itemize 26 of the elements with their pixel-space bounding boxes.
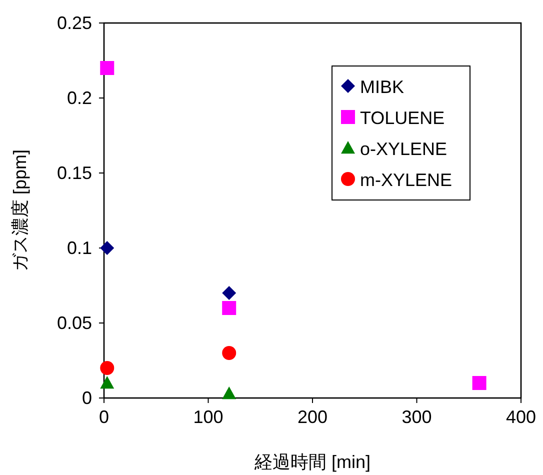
y-tick-label: 0	[82, 388, 92, 408]
point	[100, 61, 114, 75]
y-tick-label: 0.25	[56, 13, 92, 33]
point	[100, 376, 114, 389]
x-axis-title: 経過時間 [min]	[253, 452, 371, 472]
x-tick-label: 200	[297, 407, 328, 427]
legend-label: MIBK	[360, 77, 404, 97]
x-tick-label: 100	[193, 407, 224, 427]
point	[100, 361, 114, 375]
y-tick-label: 0.15	[56, 163, 92, 183]
x-tick-label: 300	[402, 407, 432, 427]
y-axis-title: ガス濃度 [ppm]	[10, 149, 30, 272]
point	[222, 386, 236, 400]
point	[222, 346, 236, 360]
point	[100, 241, 114, 255]
point	[472, 376, 486, 390]
x-tick-label: 400	[506, 407, 536, 427]
legend-label: m-XYLENE	[360, 170, 452, 190]
legend-label: o-XYLENE	[360, 139, 448, 159]
y-tick-label: 0.05	[56, 313, 92, 333]
point	[222, 301, 236, 315]
legend-label: TOLUENE	[360, 108, 445, 128]
x-tick-label: 0	[98, 407, 110, 427]
point	[222, 286, 236, 300]
y-tick-label: 0.1	[66, 238, 92, 258]
y-tick-label: 0.2	[66, 88, 92, 108]
